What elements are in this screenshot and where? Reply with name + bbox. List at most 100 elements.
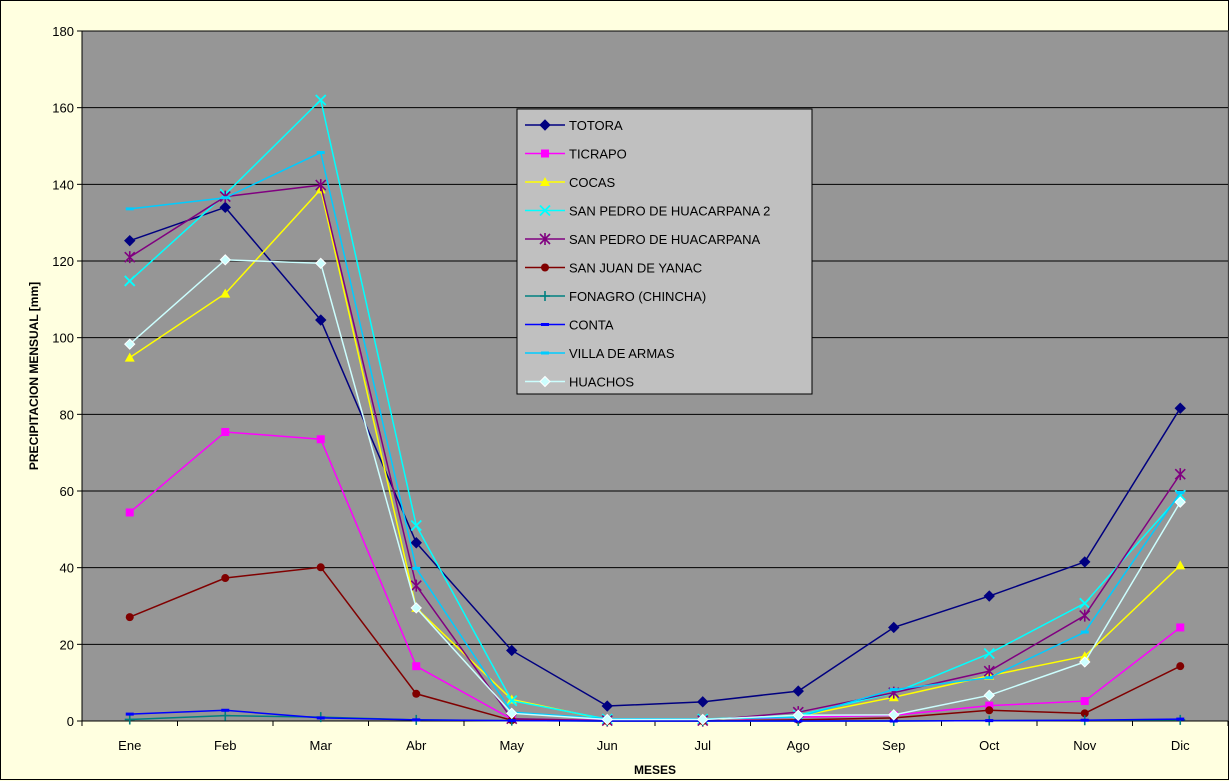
legend-item: VILLA DE ARMAS (525, 346, 675, 361)
series-huachos (124, 254, 1186, 726)
x-axis-title: MESES (634, 763, 676, 777)
legend: TOTORA TICRAPO COCAS SAN PEDRO DE HUACARPAN… (516, 108, 813, 395)
data-point (412, 718, 421, 722)
data-point (410, 519, 422, 532)
data-point (1175, 560, 1186, 570)
data-point (316, 151, 325, 155)
data-point (1174, 496, 1186, 508)
x-axis-ticks: Ene Feb Mar Abr May Jun Jul Ago Sep Oct Nov Dic (81, 721, 1229, 753)
data-point (124, 251, 136, 264)
series-line (129, 259, 1181, 721)
legend-box (516, 108, 813, 395)
data-point (316, 716, 325, 720)
x-tick-label: May (499, 738, 524, 753)
data-point (221, 196, 230, 200)
data-point (221, 574, 230, 583)
legend-item: SAN PEDRO DE HUACARPANA (525, 232, 761, 247)
data-point (697, 696, 709, 708)
legend-label: TICRAPO (569, 147, 627, 162)
data-point (125, 508, 134, 517)
series-line (129, 709, 1181, 722)
data-point (315, 179, 327, 192)
data-point (888, 621, 900, 634)
data-point (889, 719, 898, 723)
y-tick-label: 80 (60, 407, 74, 422)
data-point (1176, 491, 1185, 495)
x-tick-label: Jun (597, 738, 618, 753)
legend-label: VILLA DE ARMAS (569, 346, 675, 361)
data-point (1079, 597, 1091, 609)
data-point (125, 712, 134, 716)
series-line (129, 206, 1181, 707)
legend-item: TICRAPO (525, 147, 627, 162)
data-point (412, 662, 421, 671)
data-point (219, 201, 231, 214)
data-point (1079, 656, 1091, 668)
data-point (315, 94, 327, 106)
legend-marker (539, 204, 551, 217)
y-tick-label: 180 (52, 24, 74, 39)
x-tick-label: Jul (694, 738, 711, 753)
legend-item: COCAS (525, 175, 616, 190)
legend-marker (540, 291, 550, 301)
data-point (316, 435, 325, 444)
data-point (1080, 697, 1089, 706)
x-tick-label: Abr (406, 738, 427, 753)
legend-marker (541, 323, 549, 326)
x-tick-label: Mar (310, 738, 333, 753)
data-point (1080, 709, 1089, 718)
y-axis-title: PRECIPITACION MENSUAL [mm] (27, 282, 41, 470)
legend-label: COCAS (569, 175, 616, 190)
legend-item: FONAGRO (CHINCHA) (525, 289, 706, 304)
data-point (792, 709, 804, 721)
data-point (1174, 468, 1186, 481)
data-point (1080, 630, 1089, 634)
data-point (315, 257, 327, 270)
data-point (221, 708, 230, 712)
data-point (983, 689, 995, 702)
legend-item: SAN JUAN DE YANAC (525, 261, 702, 276)
legend-marker (540, 177, 550, 186)
x-tick-label: Ago (787, 738, 810, 753)
data-point (1079, 609, 1091, 622)
legend-item: HUACHOS (525, 375, 634, 390)
data-point (410, 579, 422, 592)
legend-label: SAN PEDRO DE HUACARPANA (569, 232, 761, 247)
data-point (794, 719, 803, 723)
legend-marker (541, 263, 549, 272)
x-tick-label: Oct (979, 738, 1000, 753)
legend-marker (539, 375, 551, 388)
data-point (506, 695, 518, 707)
legend-item: CONTA (525, 318, 614, 333)
data-point (1176, 717, 1185, 721)
data-point (124, 352, 135, 362)
x-tick-label: Feb (214, 738, 236, 753)
data-point (985, 706, 994, 715)
data-point (506, 707, 518, 720)
data-point (601, 700, 613, 712)
y-tick-label: 140 (52, 177, 74, 192)
legend-item: TOTORA (525, 118, 623, 133)
legend-marker (541, 149, 549, 158)
legend-label: SAN JUAN DE YANAC (569, 261, 702, 276)
y-tick-label: 60 (60, 484, 74, 499)
data-point (220, 288, 231, 298)
legend-item: SAN PEDRO DE HUACARPANA 2 (525, 204, 770, 219)
y-tick-label: 100 (52, 331, 74, 346)
legend-marker (541, 351, 549, 355)
legend-label: SAN PEDRO DE HUACARPANA 2 (569, 204, 770, 219)
data-point (124, 275, 136, 287)
data-point (985, 719, 994, 723)
data-point (1174, 402, 1186, 414)
y-tick-label: 20 (60, 637, 74, 652)
data-point (412, 689, 421, 698)
y-tick-label: 40 (60, 561, 74, 576)
legend-marker (539, 119, 551, 131)
x-tick-label: Dic (1171, 738, 1190, 753)
data-point (889, 688, 898, 692)
y-tick-label: 0 (67, 714, 74, 729)
data-point (985, 701, 994, 710)
legend-label: TOTORA (569, 118, 623, 133)
data-point (601, 713, 613, 726)
